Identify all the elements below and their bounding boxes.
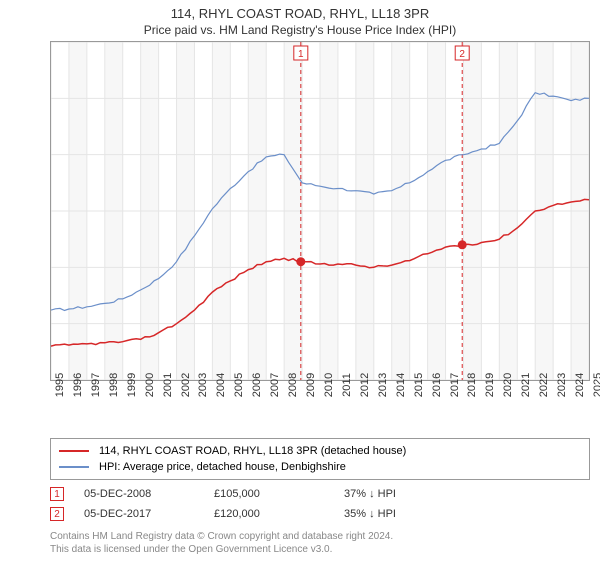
- x-tick-label: 2020: [502, 373, 514, 397]
- x-tick-label: 2022: [538, 373, 550, 397]
- chart-plot-area: 12: [50, 41, 590, 381]
- x-tick-label: 1999: [126, 373, 138, 397]
- x-tick-label: 2011: [341, 373, 353, 397]
- x-tick-label: 2000: [144, 373, 156, 397]
- legend: 114, RHYL COAST ROAD, RHYL, LL18 3PR (de…: [50, 438, 590, 480]
- sale-price: £120,000: [214, 508, 344, 520]
- sale-diff: 37% ↓ HPI: [344, 488, 474, 500]
- x-tick-label: 2023: [556, 373, 568, 397]
- x-tick-label: 2012: [359, 373, 371, 397]
- x-tick-label: 2001: [162, 373, 174, 397]
- sale-diff: 35% ↓ HPI: [344, 508, 474, 520]
- page-title: 114, RHYL COAST ROAD, RHYL, LL18 3PR: [0, 6, 600, 21]
- x-tick-label: 2005: [233, 373, 245, 397]
- x-tick-label: 2016: [431, 373, 443, 397]
- sale-date: 05-DEC-2017: [84, 508, 214, 520]
- x-tick-label: 2007: [269, 373, 281, 397]
- x-tick-label: 2015: [413, 373, 425, 397]
- legend-item: HPI: Average price, detached house, Denb…: [59, 459, 581, 475]
- x-tick-label: 2009: [305, 373, 317, 397]
- x-tick-label: 2013: [377, 373, 389, 397]
- x-tick-label: 2006: [251, 373, 263, 397]
- footnote: Contains HM Land Registry data © Crown c…: [50, 530, 393, 556]
- x-tick-label: 1996: [72, 373, 84, 397]
- legend-label: HPI: Average price, detached house, Denb…: [99, 461, 346, 473]
- sale-date: 05-DEC-2008: [84, 488, 214, 500]
- svg-text:1: 1: [298, 49, 304, 60]
- table-row: 1 05-DEC-2008 £105,000 37% ↓ HPI: [50, 484, 474, 504]
- legend-swatch: [59, 466, 89, 468]
- x-tick-label: 2019: [484, 373, 496, 397]
- sales-table: 1 05-DEC-2008 £105,000 37% ↓ HPI 2 05-DE…: [50, 484, 474, 524]
- sale-price: £105,000: [214, 488, 344, 500]
- x-tick-label: 2002: [180, 373, 192, 397]
- table-row: 2 05-DEC-2017 £120,000 35% ↓ HPI: [50, 504, 474, 524]
- x-tick-label: 2010: [323, 373, 335, 397]
- page-subtitle: Price paid vs. HM Land Registry's House …: [0, 23, 600, 37]
- x-tick-label: 2014: [395, 373, 407, 397]
- x-tick-label: 2003: [197, 373, 209, 397]
- x-tick-label: 1998: [108, 373, 120, 397]
- legend-label: 114, RHYL COAST ROAD, RHYL, LL18 3PR (de…: [99, 445, 406, 457]
- x-tick-label: 2004: [215, 373, 227, 397]
- marker-badge: 2: [50, 507, 64, 521]
- x-tick-label: 2021: [520, 373, 532, 397]
- x-tick-label: 1997: [90, 373, 102, 397]
- legend-swatch: [59, 450, 89, 452]
- x-tick-label: 1995: [54, 373, 66, 397]
- x-tick-label: 2024: [574, 373, 586, 397]
- legend-item: 114, RHYL COAST ROAD, RHYL, LL18 3PR (de…: [59, 443, 581, 459]
- x-tick-label: 2018: [466, 373, 478, 397]
- marker-badge: 1: [50, 487, 64, 501]
- svg-text:2: 2: [459, 49, 465, 60]
- x-tick-label: 2008: [287, 373, 299, 397]
- x-tick-label: 2017: [449, 373, 461, 397]
- x-tick-label: 2025: [592, 373, 600, 397]
